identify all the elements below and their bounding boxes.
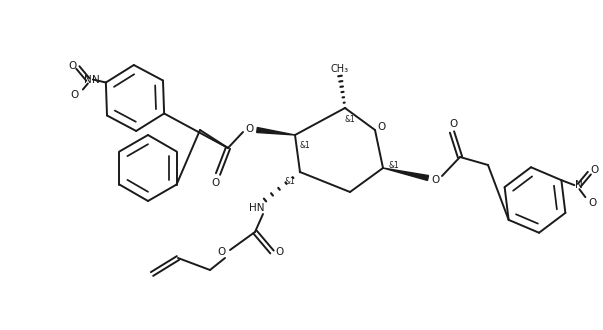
Text: N: N: [92, 75, 99, 84]
Text: &1: &1: [345, 115, 355, 124]
Text: O: O: [589, 198, 596, 208]
Text: HN: HN: [249, 203, 265, 213]
Text: O: O: [211, 178, 219, 188]
Text: &1: &1: [388, 161, 399, 171]
Text: O: O: [590, 165, 599, 175]
Text: O: O: [218, 247, 226, 257]
Text: CH₃: CH₃: [331, 64, 349, 74]
Text: O: O: [245, 124, 253, 134]
Text: N: N: [575, 180, 583, 190]
Text: N: N: [84, 75, 92, 84]
Text: O: O: [69, 60, 77, 71]
Text: &1: &1: [285, 178, 295, 186]
Text: O: O: [71, 89, 79, 100]
Text: &1: &1: [300, 141, 311, 149]
Text: O: O: [450, 119, 458, 129]
Text: O: O: [378, 122, 386, 132]
Polygon shape: [257, 127, 295, 135]
Polygon shape: [383, 168, 429, 181]
Text: O: O: [275, 247, 283, 257]
Text: O: O: [432, 175, 440, 185]
